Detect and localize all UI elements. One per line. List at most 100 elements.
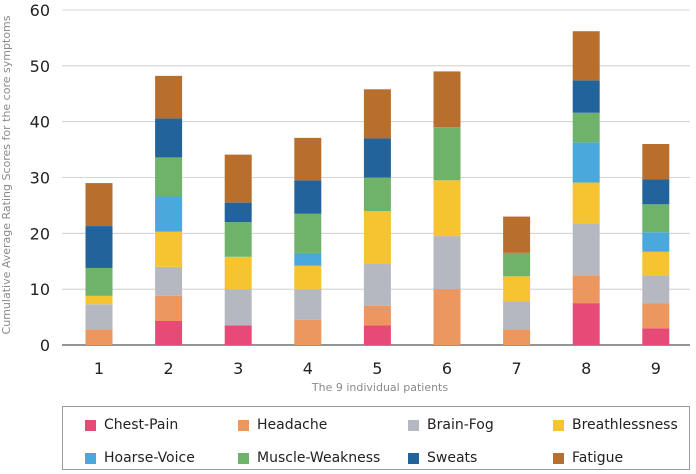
bar-segment-sweats bbox=[155, 118, 183, 158]
bar-segment-sweats bbox=[642, 179, 670, 205]
bar-stack-patient-3 bbox=[224, 154, 252, 345]
bar-segment-muscle-weakness bbox=[155, 157, 183, 197]
bar-segment-brain-fog bbox=[433, 236, 461, 290]
legend-swatch bbox=[408, 452, 419, 464]
bar-segment-breathlessness bbox=[503, 276, 531, 302]
legend-label: Hoarse-Voice bbox=[104, 450, 195, 466]
bar-stack-patient-8 bbox=[572, 31, 600, 345]
bar-segment-breathlessness bbox=[433, 180, 461, 237]
bar-segment-breathlessness bbox=[294, 265, 322, 290]
bar-segment-sweats bbox=[572, 80, 600, 113]
y-tick-label: 40 bbox=[30, 113, 50, 132]
bar-segment-hoarse-voice bbox=[155, 196, 183, 232]
bar-segment-fatigue bbox=[572, 31, 600, 81]
bar-segment-muscle-weakness bbox=[503, 252, 531, 277]
bar-stack-patient-9 bbox=[642, 144, 670, 345]
y-tick-label: 60 bbox=[30, 1, 50, 20]
legend: Chest-Pain Headache Brain-Fog Breathlessnes… bbox=[62, 406, 690, 470]
bar-segment-fatigue bbox=[503, 216, 531, 253]
bar-segment-headache bbox=[642, 303, 670, 329]
y-tick-labels: 0 10 20 30 40 50 60 bbox=[30, 1, 50, 355]
bar-segment-muscle-weakness bbox=[642, 204, 670, 233]
x-tick-label: 6 bbox=[442, 359, 452, 378]
legend-label: Brain-Fog bbox=[427, 417, 494, 433]
bar-segment-headache bbox=[155, 295, 183, 321]
bar-segment-breathlessness bbox=[572, 182, 600, 224]
bar-segment-chest-pain bbox=[642, 328, 670, 345]
legend-item-hoarse-voice: Hoarse-Voice bbox=[85, 449, 195, 467]
bar-segment-headache bbox=[363, 305, 391, 326]
x-tick-label: 2 bbox=[164, 359, 174, 378]
legend-label: Sweats bbox=[427, 450, 478, 466]
bar-segment-headache bbox=[85, 329, 113, 345]
bar-segment-chest-pain bbox=[155, 320, 183, 345]
x-tick-label: 8 bbox=[581, 359, 591, 378]
legend-swatch bbox=[85, 452, 96, 464]
bar-segment-hoarse-voice bbox=[572, 142, 600, 183]
legend-label: Chest-Pain bbox=[104, 417, 179, 433]
bar-segment-muscle-weakness bbox=[85, 267, 113, 296]
bar-segment-fatigue bbox=[85, 183, 113, 227]
legend-item-headache: Headache bbox=[238, 416, 327, 434]
bar-segment-chest-pain bbox=[224, 325, 252, 345]
bar-segment-chest-pain bbox=[572, 303, 600, 345]
x-tick-label: 1 bbox=[94, 359, 104, 378]
x-tick-label: 5 bbox=[372, 359, 382, 378]
bar-segment-brain-fog bbox=[642, 275, 670, 304]
legend-label: Fatigue bbox=[572, 450, 624, 466]
legend-label: Muscle-Weakness bbox=[257, 450, 381, 466]
bar-segment-brain-fog bbox=[363, 264, 391, 306]
y-axis-title: Cumulative Average Rating Scores for the… bbox=[0, 15, 13, 334]
bar-segment-brain-fog bbox=[85, 304, 113, 330]
legend-swatch bbox=[85, 419, 96, 431]
bar-segment-headache bbox=[294, 319, 322, 345]
legend-swatch bbox=[408, 419, 419, 431]
x-tick-label: 7 bbox=[512, 359, 522, 378]
bar-segment-breathlessness bbox=[85, 295, 113, 305]
bar-segment-brain-fog bbox=[155, 266, 183, 296]
legend-item-fatigue: Fatigue bbox=[553, 449, 623, 467]
bar-stacks bbox=[85, 31, 670, 345]
y-tick-label: 10 bbox=[30, 280, 50, 299]
legend-item-breathlessness: Breathlessness bbox=[553, 416, 678, 434]
legend-swatch bbox=[238, 419, 249, 431]
x-tick-label: 4 bbox=[303, 359, 313, 378]
bar-segment-breathlessness bbox=[155, 231, 183, 267]
bar-segment-headache bbox=[433, 289, 461, 345]
bar-segment-muscle-weakness bbox=[224, 222, 252, 257]
legend-label: Headache bbox=[257, 417, 328, 433]
bar-stack-patient-4 bbox=[294, 137, 322, 345]
legend-item-muscle-weakness: Muscle-Weakness bbox=[238, 449, 380, 467]
stacked-bar-chart: 0 10 20 30 40 50 60 1 2 3 4 5 6 7 8 9 Cumulative Avera… bbox=[0, 1, 690, 394]
y-tick-label: 50 bbox=[30, 57, 50, 76]
bar-stack-patient-7 bbox=[503, 216, 531, 345]
x-tick-label: 3 bbox=[233, 359, 243, 378]
y-tick-label: 30 bbox=[30, 169, 50, 188]
bar-stack-patient-1 bbox=[85, 183, 113, 345]
bar-segment-brain-fog bbox=[294, 289, 322, 320]
bar-segment-fatigue bbox=[155, 75, 183, 119]
bar-segment-hoarse-voice bbox=[642, 232, 670, 252]
legend-label: Breathlessness bbox=[572, 417, 678, 433]
bar-segment-breathlessness bbox=[224, 256, 252, 290]
bar-segment-muscle-weakness bbox=[294, 213, 322, 253]
bar-segment-breathlessness bbox=[642, 251, 670, 276]
legend-swatch bbox=[553, 452, 564, 464]
bar-segment-sweats bbox=[363, 138, 391, 178]
bar-segment-brain-fog bbox=[572, 223, 600, 276]
bar-segment-headache bbox=[503, 329, 531, 345]
bar-segment-hoarse-voice bbox=[294, 252, 322, 266]
y-tick-label: 20 bbox=[30, 224, 50, 243]
y-tick-label: 0 bbox=[40, 336, 50, 355]
bar-segment-chest-pain bbox=[363, 325, 391, 345]
legend-item-brain-fog: Brain-Fog bbox=[408, 416, 494, 434]
legend-swatch bbox=[238, 452, 249, 464]
x-tick-labels: 1 2 3 4 5 6 7 8 9 bbox=[94, 359, 661, 378]
bar-segment-brain-fog bbox=[224, 289, 252, 326]
bar-segment-muscle-weakness bbox=[433, 127, 461, 181]
bar-segment-breathlessness bbox=[363, 211, 391, 265]
bar-segment-muscle-weakness bbox=[363, 177, 391, 211]
legend-item-sweats: Sweats bbox=[408, 449, 477, 467]
bar-segment-fatigue bbox=[433, 71, 461, 128]
bar-segment-fatigue bbox=[642, 144, 670, 180]
